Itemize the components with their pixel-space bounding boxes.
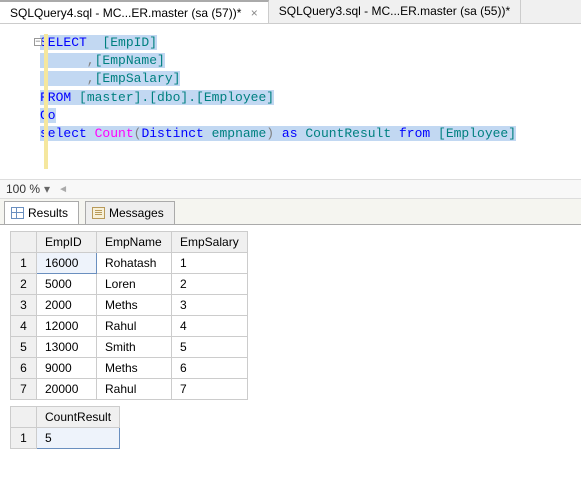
data-cell[interactable]: 4 <box>172 316 248 337</box>
data-cell[interactable]: 16000 <box>37 253 97 274</box>
data-cell[interactable]: 7 <box>172 379 248 400</box>
data-cell[interactable]: 2000 <box>37 295 97 316</box>
indent: , <box>40 71 95 86</box>
data-cell[interactable]: Loren <box>97 274 172 295</box>
col-empname: [EmpName] <box>95 53 165 68</box>
data-cell[interactable]: 5000 <box>37 274 97 295</box>
col-empsalary: [EmpSalary] <box>95 71 181 86</box>
kw-from2: from <box>399 126 430 141</box>
data-cell[interactable]: Meths <box>97 295 172 316</box>
kw-distinct: Distinct <box>141 126 203 141</box>
kw-as: as <box>282 126 298 141</box>
row-header[interactable]: 2 <box>11 274 37 295</box>
indent: , <box>40 53 95 68</box>
data-cell[interactable]: 6 <box>172 358 248 379</box>
document-tabs: SQLQuery4.sql - MC...ER.master (sa (57))… <box>0 0 581 24</box>
scroll-left-icon[interactable]: ◄ <box>58 184 68 195</box>
row-header[interactable]: 6 <box>11 358 37 379</box>
tab-results-label: Results <box>28 206 68 220</box>
data-cell[interactable]: Rohatash <box>97 253 172 274</box>
row-header[interactable]: 4 <box>11 316 37 337</box>
result-tabs: Results Messages <box>0 199 581 225</box>
data-cell[interactable]: 9000 <box>37 358 97 379</box>
corner-cell[interactable] <box>11 232 37 253</box>
column-header[interactable]: CountResult <box>37 407 120 428</box>
alias: CountResult <box>305 126 391 141</box>
data-cell[interactable]: 1 <box>172 253 248 274</box>
change-marker <box>44 34 48 169</box>
tbl-ref: [Employee] <box>438 126 516 141</box>
row-header[interactable]: 7 <box>11 379 37 400</box>
paren: ) <box>266 126 274 141</box>
data-cell[interactable]: Rahul <box>97 316 172 337</box>
results-grid-2[interactable]: CountResult15 <box>10 406 120 449</box>
collapse-icon[interactable]: − <box>34 38 42 46</box>
data-cell[interactable]: Smith <box>97 337 172 358</box>
data-cell[interactable]: 12000 <box>37 316 97 337</box>
tab-query3[interactable]: SQLQuery3.sql - MC...ER.master (sa (55))… <box>269 0 521 23</box>
messages-icon <box>92 207 105 219</box>
corner-cell[interactable] <box>11 407 37 428</box>
tab-results[interactable]: Results <box>4 201 79 224</box>
tbl-name: [master].[dbo].[Employee] <box>71 90 274 105</box>
col-ref: empname <box>204 126 266 141</box>
tab-label: SQLQuery4.sql - MC...ER.master (sa (57))… <box>10 6 241 20</box>
data-cell[interactable]: 5 <box>172 337 248 358</box>
row-header[interactable]: 1 <box>11 253 37 274</box>
tab-messages-label: Messages <box>109 206 164 220</box>
data-cell[interactable]: 5 <box>37 428 120 449</box>
fn-count: Count <box>95 126 134 141</box>
data-cell[interactable]: 20000 <box>37 379 97 400</box>
row-header[interactable]: 1 <box>11 428 37 449</box>
data-cell[interactable]: 13000 <box>37 337 97 358</box>
tab-query4[interactable]: SQLQuery4.sql - MC...ER.master (sa (57))… <box>0 0 269 23</box>
tab-label: SQLQuery3.sql - MC...ER.master (sa (55))… <box>279 4 510 18</box>
data-cell[interactable]: 2 <box>172 274 248 295</box>
code-editor[interactable]: − SELECT [EmpID] ,[EmpName] ,[EmpSalary]… <box>0 24 581 179</box>
row-header[interactable]: 5 <box>11 337 37 358</box>
data-cell[interactable]: Meths <box>97 358 172 379</box>
tab-messages[interactable]: Messages <box>85 201 175 224</box>
zoom-value[interactable]: 100 % <box>6 182 40 196</box>
column-header[interactable]: EmpSalary <box>172 232 248 253</box>
results-pane: EmpIDEmpNameEmpSalary116000Rohatash12500… <box>0 231 581 449</box>
grid-icon <box>11 207 24 219</box>
data-cell[interactable]: Rahul <box>97 379 172 400</box>
results-grid-1[interactable]: EmpIDEmpNameEmpSalary116000Rohatash12500… <box>10 231 248 400</box>
zoom-bar: 100 % ▾ ◄ <box>0 179 581 199</box>
close-icon[interactable]: × <box>251 6 258 20</box>
row-header[interactable]: 3 <box>11 295 37 316</box>
data-cell[interactable]: 3 <box>172 295 248 316</box>
column-header[interactable]: EmpName <box>97 232 172 253</box>
col-empid: [EmpID] <box>87 35 157 50</box>
column-header[interactable]: EmpID <box>37 232 97 253</box>
chevron-down-icon[interactable]: ▾ <box>44 182 50 196</box>
